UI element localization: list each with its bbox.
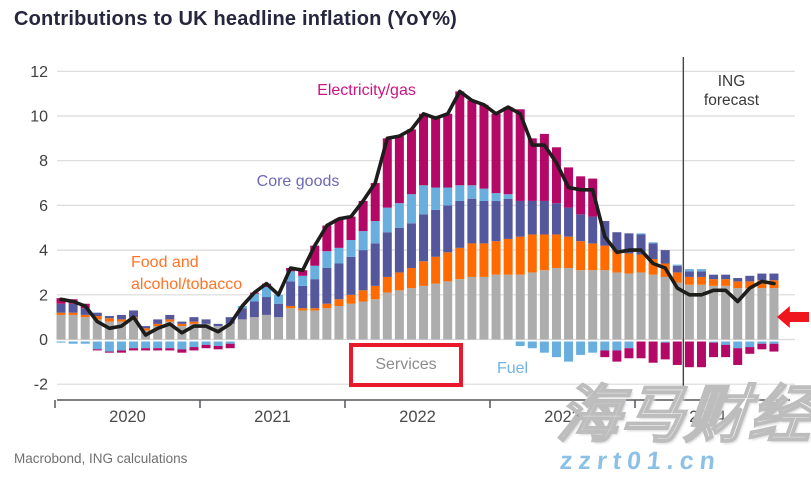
source-note: Macrobond, ING calculations [14, 451, 188, 466]
svg-text:-2: -2 [34, 377, 48, 394]
series-label-services: Services [375, 356, 437, 373]
forecast-label: ING forecast [703, 73, 760, 109]
svg-text:2024: 2024 [689, 408, 726, 426]
svg-text:4: 4 [39, 243, 48, 260]
watermark-cjk-text: 海马财经 [553, 380, 811, 451]
series-label-fuel: Fuel [496, 360, 529, 377]
series-label-food-alcohol-tobacco: Food and alcohol/tobacco [131, 254, 243, 293]
y-axis-tick-labels: -2 0 2 4 6 8 10 12 [30, 64, 48, 394]
svg-text:8: 8 [39, 153, 48, 170]
services-highlight-box: Services [349, 343, 463, 387]
svg-text:2020: 2020 [109, 408, 146, 426]
series-label-electricity-gas: Electricity/gas [317, 82, 416, 99]
svg-text:0: 0 [39, 332, 48, 349]
chart-title: Contributions to UK headline inflation (… [14, 8, 458, 30]
series-label-core-goods: Core goods [256, 173, 340, 190]
svg-text:6: 6 [39, 198, 48, 215]
watermark-url-text: zzrt01.cn [558, 447, 723, 475]
x-axis [54, 399, 790, 408]
x-axis-tick-labels: 2020 2021 2022 2023 2024 [109, 408, 726, 426]
svg-text:2022: 2022 [399, 408, 436, 426]
svg-text:2021: 2021 [254, 408, 291, 426]
svg-text:10: 10 [30, 109, 48, 126]
svg-text:2023: 2023 [544, 408, 581, 426]
headline-inflation-line [59, 89, 776, 337]
svg-text:12: 12 [30, 64, 48, 81]
svg-text:2: 2 [39, 287, 48, 304]
